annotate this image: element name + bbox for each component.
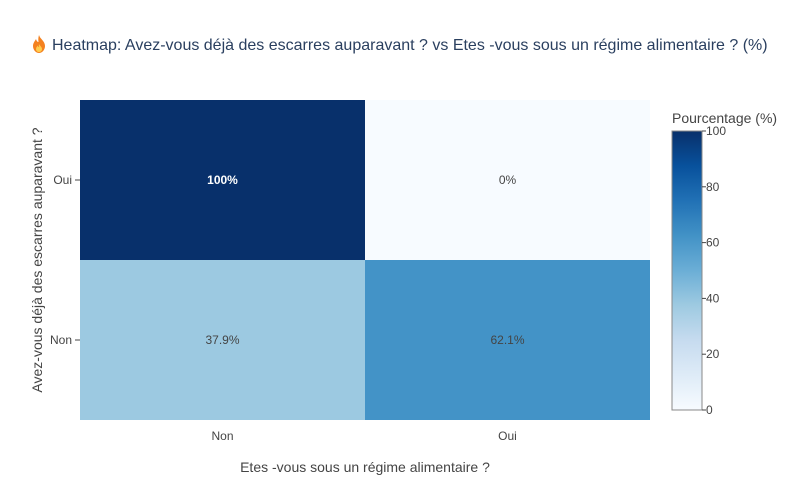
colorbar-gradient: [671, 130, 703, 411]
heatmap-cell-label: 100%: [207, 173, 238, 187]
colorbar-tick-label: 40: [706, 291, 720, 305]
heatmap-cell-label: 37.9%: [205, 333, 239, 347]
y-axis-title: Avez-vous déjà des escarres auparavant ?: [29, 127, 45, 392]
colorbar: Pourcentage (%) 0 20 40 60 80 100: [671, 110, 777, 417]
heatmap-cell[interactable]: [365, 100, 650, 260]
colorbar-tick-label: 80: [706, 180, 720, 194]
chart-title-text: Heatmap: Avez-vous déjà des escarres aup…: [52, 37, 768, 54]
x-tick-label: Non: [211, 429, 233, 443]
x-axis-ticks: Non Oui: [211, 429, 516, 443]
heatmap-cells: [80, 100, 650, 420]
colorbar-tick-label: 0: [706, 403, 713, 417]
colorbar-tick-label: 20: [706, 347, 720, 361]
y-tick-label: Oui: [53, 173, 72, 187]
colorbar-tick-label: 100: [706, 124, 726, 138]
heatmap-cell[interactable]: [80, 100, 365, 260]
flame-icon: [33, 35, 45, 53]
heatmap-cell[interactable]: [80, 260, 365, 420]
colorbar-title: Pourcentage (%): [672, 110, 777, 126]
x-axis-title: Etes -vous sous un régime alimentaire ?: [240, 459, 490, 475]
x-tick-label: Oui: [498, 429, 517, 443]
heatmap-cell-labels: 100% 0% 37.9% 62.1%: [205, 173, 524, 347]
colorbar-tick-label: 60: [706, 236, 720, 250]
heatmap-cell-label: 0%: [499, 173, 517, 187]
chart-title: Heatmap: Avez-vous déjà des escarres aup…: [32, 35, 768, 55]
y-axis-ticks: Oui Non: [50, 173, 80, 347]
y-tick-label: Non: [50, 333, 72, 347]
heatmap-cell-label: 62.1%: [490, 333, 524, 347]
heatmap-cell[interactable]: [365, 260, 650, 420]
colorbar-ticks: 0 20 40 60 80 100: [702, 124, 726, 417]
